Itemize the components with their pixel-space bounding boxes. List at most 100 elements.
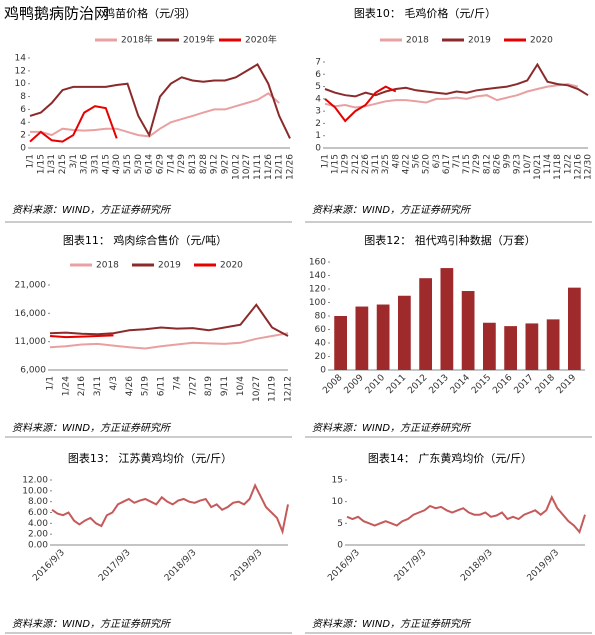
y-tick-label: 10.00	[22, 486, 48, 496]
line	[29, 63, 291, 139]
bar	[355, 306, 369, 370]
x-tick-label: 6/17	[442, 154, 452, 174]
x-tick-label: 5/20	[422, 154, 432, 174]
x-tick-label: 2/15	[58, 154, 68, 174]
legend-label: 2018年	[121, 34, 153, 46]
line	[51, 482, 289, 535]
y-tick-label: 6	[20, 105, 26, 115]
x-tick-label: 10/21	[533, 154, 543, 180]
y-tick-label: 4	[315, 94, 321, 104]
y-tick-label: 12	[15, 66, 26, 76]
y-tick-label: 16,000	[15, 309, 47, 319]
y-tick-label: 100	[309, 298, 326, 308]
x-tick-label: 3/11	[93, 376, 103, 396]
x-tick-label: 11/4	[543, 154, 553, 174]
x-tick-label: 7/4	[172, 376, 182, 391]
y-tick-label: 20	[315, 352, 327, 362]
x-tick-label: 7/15	[462, 154, 472, 174]
x-tick-label: 10/7	[523, 154, 533, 174]
y-tick-label: 0	[315, 144, 321, 154]
line	[324, 83, 579, 109]
y-tick-label: 2	[315, 119, 321, 129]
x-tick-label: 3/31	[91, 154, 101, 174]
line	[324, 62, 589, 98]
x-tick-label: 3/1	[69, 154, 79, 168]
x-tick-label: 1/29	[341, 154, 351, 174]
y-tick-label: 0	[20, 144, 26, 154]
x-tick-label: 6/11	[157, 376, 167, 396]
line	[49, 303, 289, 337]
watermark: 鸡鸭鹅病防治网	[4, 5, 109, 23]
x-tick-label: 4/22	[401, 154, 411, 174]
bar	[334, 316, 347, 370]
y-tick-label: 5	[315, 82, 321, 92]
legend-label: 2020年	[245, 34, 277, 46]
y-tick-label: 11,000	[15, 337, 47, 347]
x-tick-label: 1/15	[331, 154, 341, 174]
x-tick-label: 11/19	[268, 376, 278, 402]
y-tick-label: 14	[15, 54, 27, 64]
x-tick-label: 5/30	[134, 154, 144, 174]
x-tick-label: 1/1	[321, 154, 331, 168]
legend-label: 2020	[530, 36, 553, 46]
x-tick-label: 5/19	[141, 376, 151, 396]
y-tick-label: 10	[15, 79, 27, 89]
legend-label: 2019年	[183, 34, 215, 46]
x-tick-label: 11/26	[264, 154, 274, 180]
chart-title: 图表13： 江苏黄鸡均价（元/斤）	[68, 451, 232, 465]
bar	[525, 323, 539, 370]
y-tick-label: 8	[20, 92, 26, 102]
x-tick-label: 4/15	[101, 154, 111, 174]
x-tick-label: 6/14	[145, 154, 155, 174]
chart-title: 图表10： 毛鸡价格（元/斤）	[354, 6, 496, 20]
y-tick-label: 12.00	[22, 476, 48, 486]
x-tick-label: 9/11	[220, 376, 230, 396]
x-tick-label: 9/9	[503, 154, 513, 169]
legend-label: 2019	[158, 261, 181, 271]
x-tick-label: 7/29	[472, 154, 482, 174]
legend-label: 2018	[406, 36, 429, 46]
x-tick-label: 12/16	[573, 154, 583, 180]
chart-title: 图表11： 鸡肉综合售价（元/吨）	[63, 233, 227, 247]
line	[30, 92, 280, 138]
x-tick-label: 6/3	[432, 154, 442, 168]
source-note: 资料来源：WIND，方正证券研究所	[12, 422, 172, 434]
x-tick-label: 10/27	[252, 376, 262, 402]
y-tick-label: 21,000	[15, 281, 47, 291]
y-tick-label: 7	[315, 58, 321, 68]
y-tick-label: 15	[332, 476, 343, 486]
legend-label: 2020	[220, 261, 243, 271]
chart-title: 鸡苗价格（元/羽）	[104, 6, 196, 20]
x-tick-label: 1/1	[26, 154, 36, 168]
x-tick-label: 3/25	[381, 154, 391, 174]
y-tick-label: 60	[315, 325, 327, 335]
x-tick-label: 9/12	[210, 154, 220, 174]
x-tick-label: 1/24	[61, 376, 71, 396]
x-tick-label: 2/16	[77, 376, 87, 396]
x-tick-label: 7/29	[177, 154, 187, 174]
line	[346, 494, 586, 535]
legend-label: 2019	[468, 36, 491, 46]
x-tick-label: 1/1	[46, 376, 56, 390]
x-tick-label: 12/2	[563, 154, 573, 174]
y-tick-label: 4	[20, 118, 26, 128]
bar	[546, 319, 560, 370]
x-tick-label: 1/15	[36, 154, 46, 174]
y-tick-label: 80	[315, 312, 327, 322]
x-tick-label: 12/30	[584, 154, 594, 180]
x-tick-label: 4/8	[391, 154, 401, 169]
bar	[461, 291, 475, 370]
y-tick-label: 6	[315, 70, 321, 80]
x-tick-label: 6/29	[156, 154, 166, 174]
x-tick-label: 9/27	[221, 154, 231, 174]
y-tick-label: 4.00	[28, 519, 48, 529]
bar	[440, 268, 454, 370]
x-tick-label: 4/30	[112, 154, 122, 174]
x-tick-label: 10/4	[236, 376, 246, 396]
bar	[568, 287, 581, 370]
y-tick-label: 6.00	[28, 508, 48, 518]
y-tick-label: 140	[309, 271, 326, 281]
x-tick-label: 12/11	[275, 154, 285, 180]
